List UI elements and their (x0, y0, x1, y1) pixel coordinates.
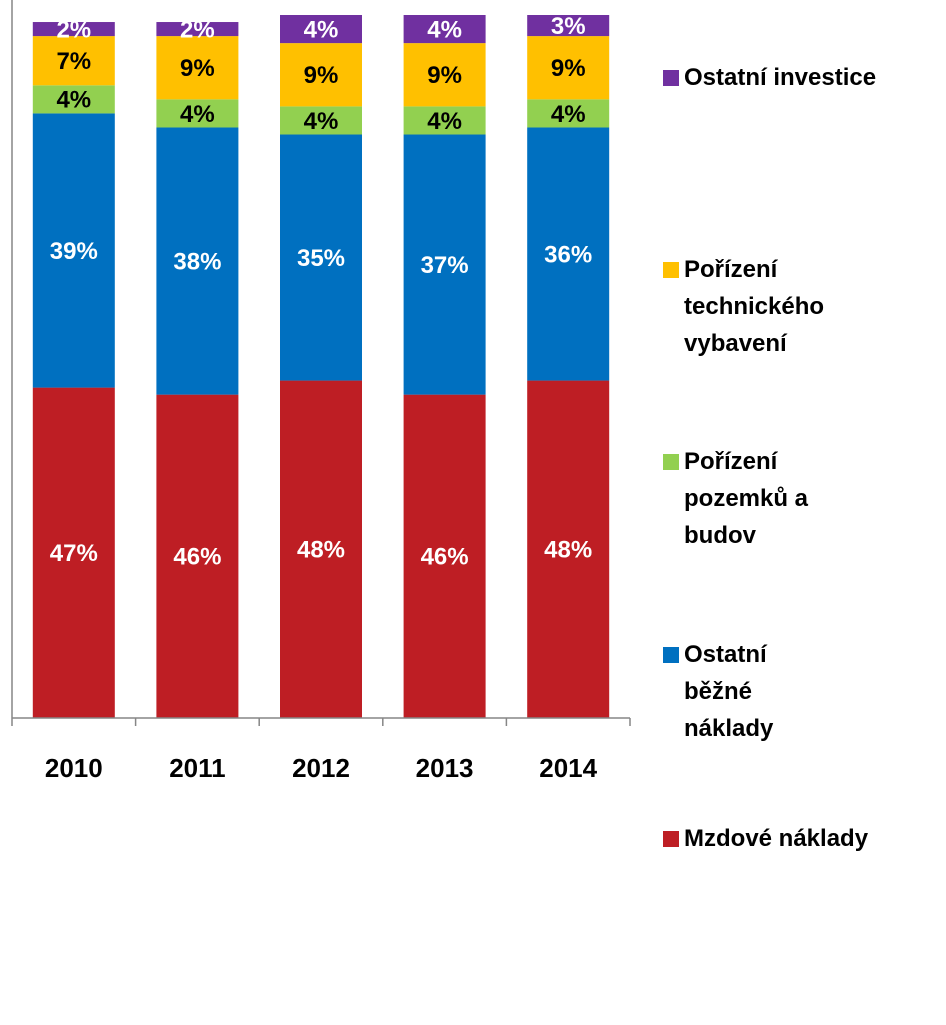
bar-segment (156, 22, 239, 37)
bar-segment (280, 106, 362, 135)
bar-segment (527, 15, 610, 37)
bar-segment (156, 394, 239, 718)
legend-item: Mzdové náklady (663, 820, 924, 857)
data-label: 3% (551, 13, 586, 40)
bar-segment (527, 36, 610, 100)
legend-swatch (663, 262, 679, 278)
legend-swatch (663, 70, 679, 86)
data-label: 9% (427, 62, 462, 89)
data-label: 48% (297, 537, 345, 564)
bar-segment (32, 85, 115, 114)
legend-label: Ostatní investice (684, 64, 877, 91)
bar-segment (32, 22, 115, 37)
bar-segment (403, 15, 486, 44)
bar-segment (280, 380, 362, 718)
data-label: 9% (304, 62, 339, 89)
legend-item: Pořízení pozemků a budov (663, 443, 834, 554)
x-tick-label: 2011 (169, 753, 225, 783)
data-label: 4% (427, 16, 462, 43)
bar-segment (156, 36, 239, 100)
legend-label: Pořízení pozemků a budov (684, 448, 809, 549)
legend-swatch (663, 831, 679, 847)
data-label: 38% (173, 248, 221, 275)
data-label: 4% (180, 101, 215, 128)
bar-segment (403, 394, 486, 718)
data-label: 37% (421, 252, 469, 279)
data-label: 36% (544, 241, 592, 268)
legend-swatch (663, 647, 679, 663)
x-tick-label: 2010 (45, 753, 103, 783)
bar-segment (32, 387, 115, 718)
x-tick-label: 2013 (416, 753, 474, 783)
data-label: 2% (56, 16, 91, 43)
data-label: 48% (544, 537, 592, 564)
data-label: 4% (427, 108, 462, 135)
bar-segment (403, 134, 486, 395)
legend-label: Ostatní běžné náklady (684, 641, 774, 742)
x-tick-label: 2014 (539, 753, 597, 783)
bar-segment (527, 380, 610, 718)
data-label: 4% (551, 101, 586, 128)
bar-segment (527, 127, 610, 381)
legend: Mzdové náklady Ostatní běžné náklady Poříz… (663, 0, 946, 1025)
bar-segment (280, 134, 362, 381)
bar-segment (156, 127, 239, 395)
data-label: 2% (180, 16, 215, 43)
data-label: 4% (56, 87, 91, 114)
bar-segment (280, 43, 362, 107)
data-label: 35% (297, 245, 345, 272)
data-label: 7% (56, 48, 91, 75)
data-label: 46% (421, 544, 469, 571)
legend-item: Ostatní běžné náklady (663, 636, 834, 747)
data-label: 4% (304, 16, 339, 43)
bar-segment (280, 15, 362, 44)
legend-swatch (663, 454, 679, 470)
x-tick-label: 2012 (292, 753, 350, 783)
bar-segment (527, 99, 610, 128)
bar-segment (156, 99, 239, 128)
bar-segment (32, 36, 115, 86)
data-label: 9% (551, 55, 586, 82)
legend-item: Ostatní investice (663, 59, 924, 96)
bar-segment (32, 113, 115, 388)
data-label: 46% (173, 544, 221, 571)
plot-area: 47% 39% 4% 7% 2% 2010 46% 38% 4% 9% 2% 2011 48% 35% 4%… (11, 0, 631, 783)
data-label: 39% (50, 238, 98, 265)
bar-segment (403, 43, 486, 107)
data-label: 47% (50, 540, 98, 567)
legend-label: Pořízení technického vybavení (684, 256, 825, 357)
data-label: 9% (180, 55, 215, 82)
legend-item: Pořízení technického vybavení (663, 251, 834, 362)
data-label: 4% (304, 108, 339, 135)
bar-segment (403, 106, 486, 135)
legend-label: Mzdové náklady (684, 825, 869, 852)
